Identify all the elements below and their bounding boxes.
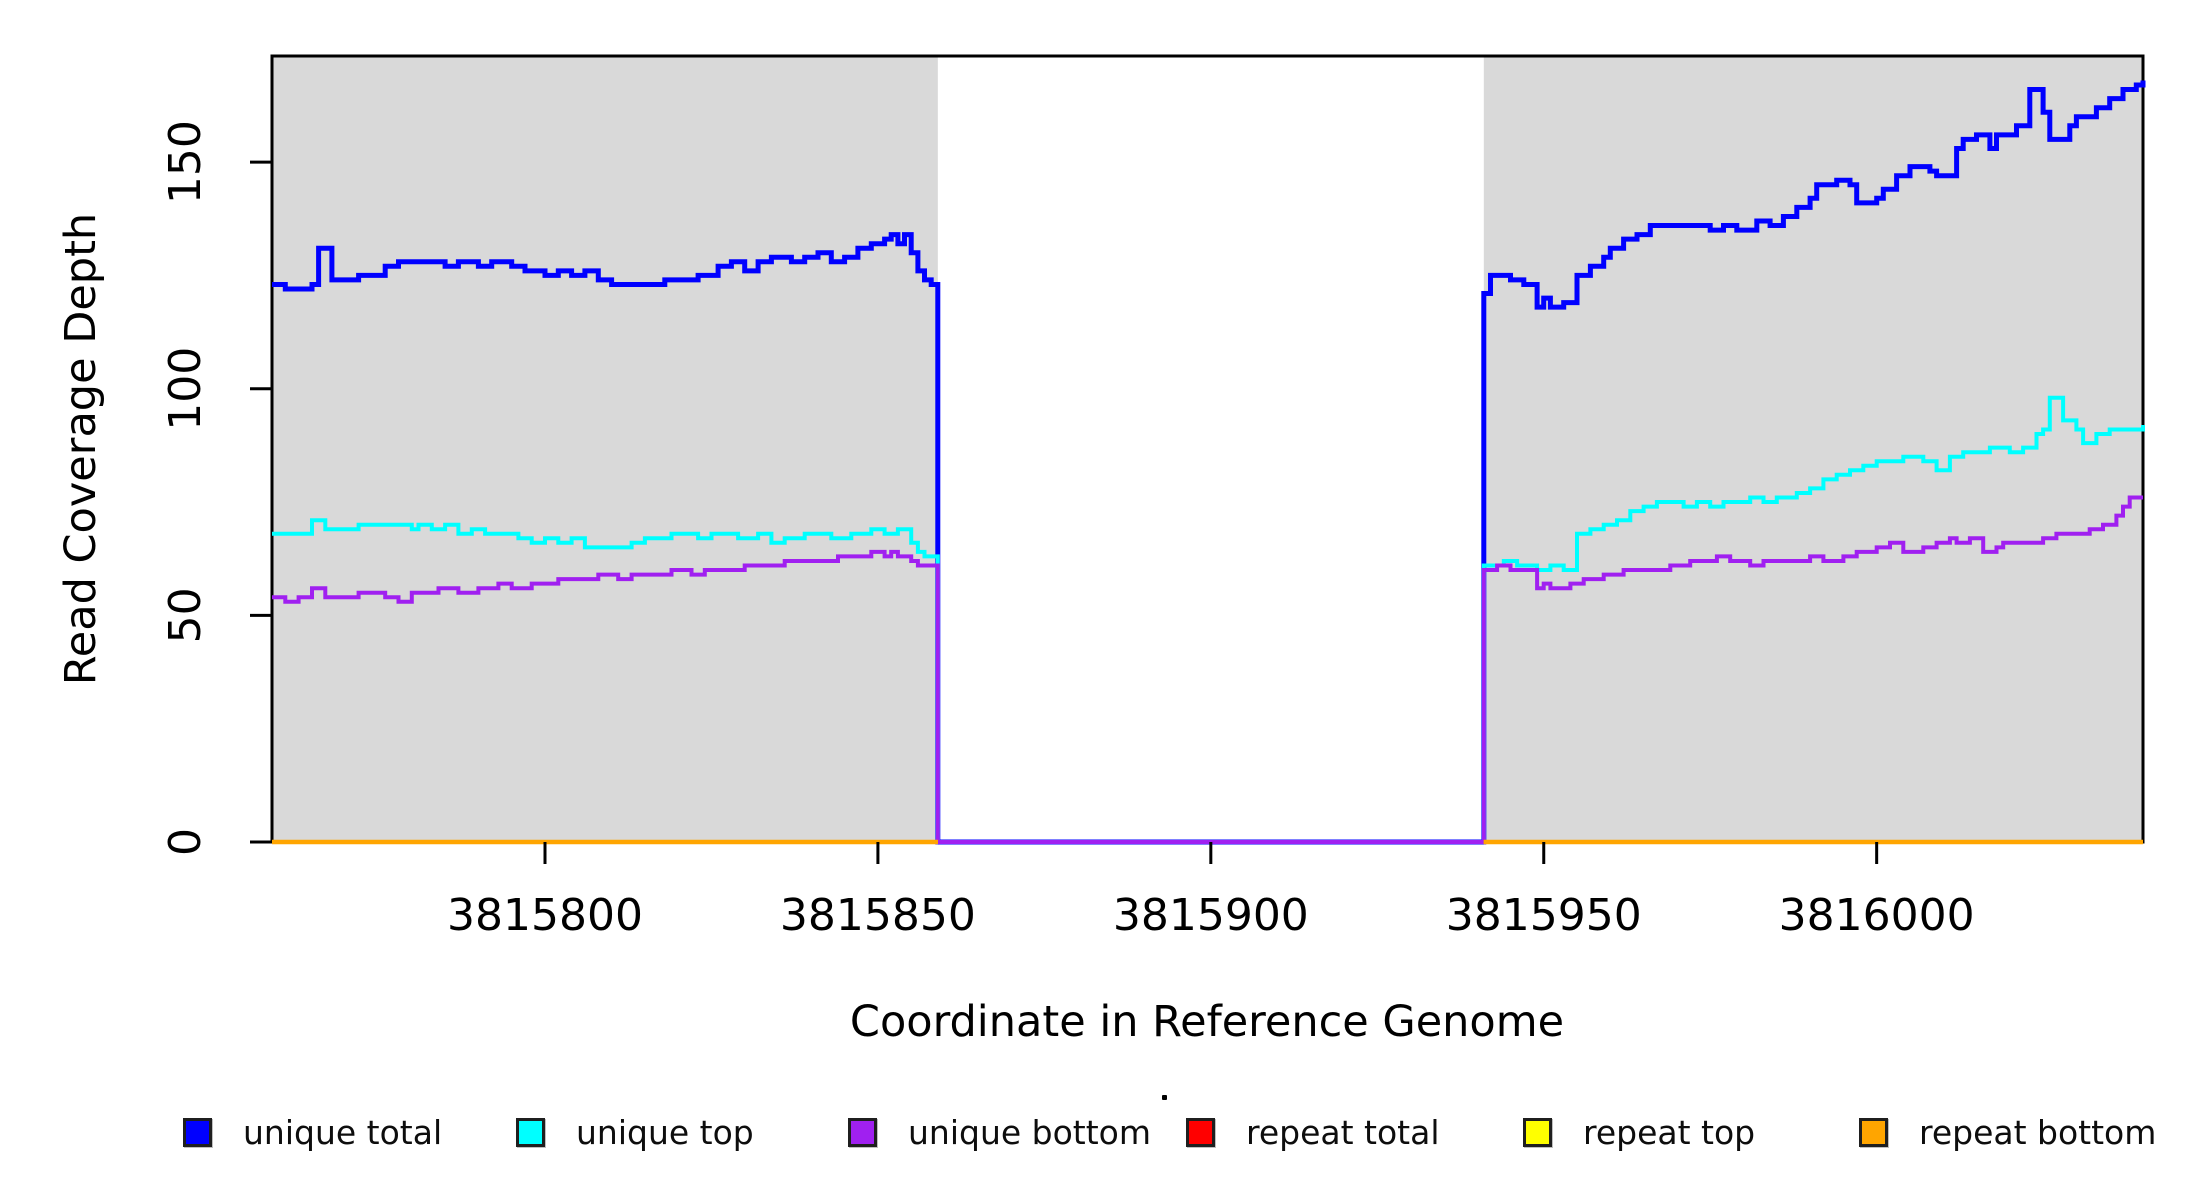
shaded-region-0 bbox=[272, 56, 938, 842]
x-tick-label: 3815900 bbox=[1113, 890, 1309, 941]
legend-swatch-icon bbox=[1859, 1117, 1888, 1147]
series-line-unique-top bbox=[272, 395, 2145, 844]
legend-swatch-icon bbox=[516, 1117, 545, 1147]
shaded-region-1 bbox=[1483, 56, 2143, 842]
y-tick-label: 100 bbox=[160, 347, 211, 431]
legend-label: repeat total bbox=[1246, 1112, 1440, 1152]
legend: unique total unique top unique bottom repea… bbox=[0, 1108, 2200, 1158]
series-line-unique-total bbox=[272, 80, 2146, 845]
y-axis-title: Read Coverage Depth bbox=[56, 213, 106, 685]
legend-item-repeat-bottom: repeat bottom bbox=[1859, 1108, 2156, 1156]
legend-swatch-icon bbox=[183, 1117, 212, 1147]
series-lines bbox=[272, 80, 2146, 845]
legend-label: unique total bbox=[243, 1112, 443, 1152]
legend-item-unique-total: unique total bbox=[183, 1108, 442, 1156]
legend-item-unique-bottom: unique bottom bbox=[848, 1108, 1151, 1156]
coverage-plot: 3815800 3815850 3815900 3815950 3816000 0 50 10… bbox=[56, 54, 2146, 1047]
legend-label: repeat bottom bbox=[1919, 1112, 2157, 1152]
axes: 3815800 3815850 3815900 3815950 3816000 0 50 10… bbox=[160, 120, 1975, 941]
legend-item-repeat-total: repeat total bbox=[1186, 1108, 1440, 1156]
shaded-regions bbox=[270, 54, 2145, 844]
x-tick-label: 3815950 bbox=[1446, 890, 1642, 941]
legend-swatch-icon bbox=[1186, 1117, 1215, 1147]
x-tick-label: 3815850 bbox=[780, 890, 976, 941]
x-axis-title: Coordinate in Reference Genome bbox=[850, 997, 1564, 1047]
legend-label: repeat top bbox=[1583, 1112, 1756, 1152]
legend-label: unique bottom bbox=[908, 1112, 1152, 1152]
y-tick-label: 50 bbox=[160, 587, 211, 643]
x-tick-label: 3815800 bbox=[447, 890, 643, 941]
y-tick-label: 150 bbox=[160, 120, 211, 204]
y-tick-label: 0 bbox=[160, 828, 211, 856]
legend-label: unique top bbox=[576, 1112, 754, 1152]
legend-swatch-icon bbox=[1523, 1117, 1552, 1147]
legend-item-unique-top: unique top bbox=[516, 1108, 754, 1156]
x-tick-label: 3816000 bbox=[1779, 890, 1975, 941]
stray-dot-mark bbox=[1162, 1095, 1167, 1100]
series-line-unique-bottom bbox=[272, 495, 2143, 844]
legend-swatch-icon bbox=[848, 1117, 877, 1147]
legend-item-repeat-top: repeat top bbox=[1523, 1108, 1755, 1156]
